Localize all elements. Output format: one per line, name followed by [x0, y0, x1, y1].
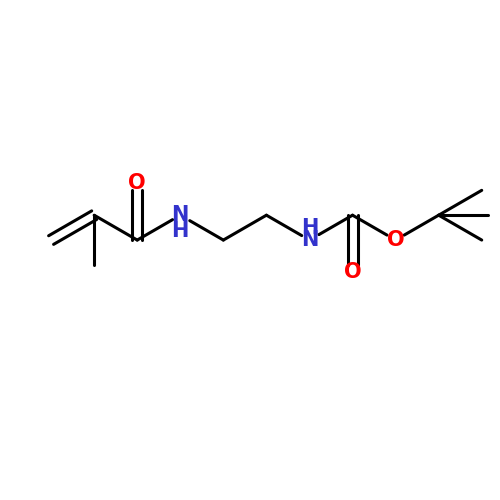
Text: H: H [172, 221, 189, 241]
Text: N: N [172, 205, 189, 225]
Text: O: O [128, 173, 146, 193]
Text: O: O [387, 230, 404, 250]
Text: N: N [301, 230, 318, 250]
Text: O: O [344, 262, 361, 282]
Text: H: H [301, 218, 318, 238]
